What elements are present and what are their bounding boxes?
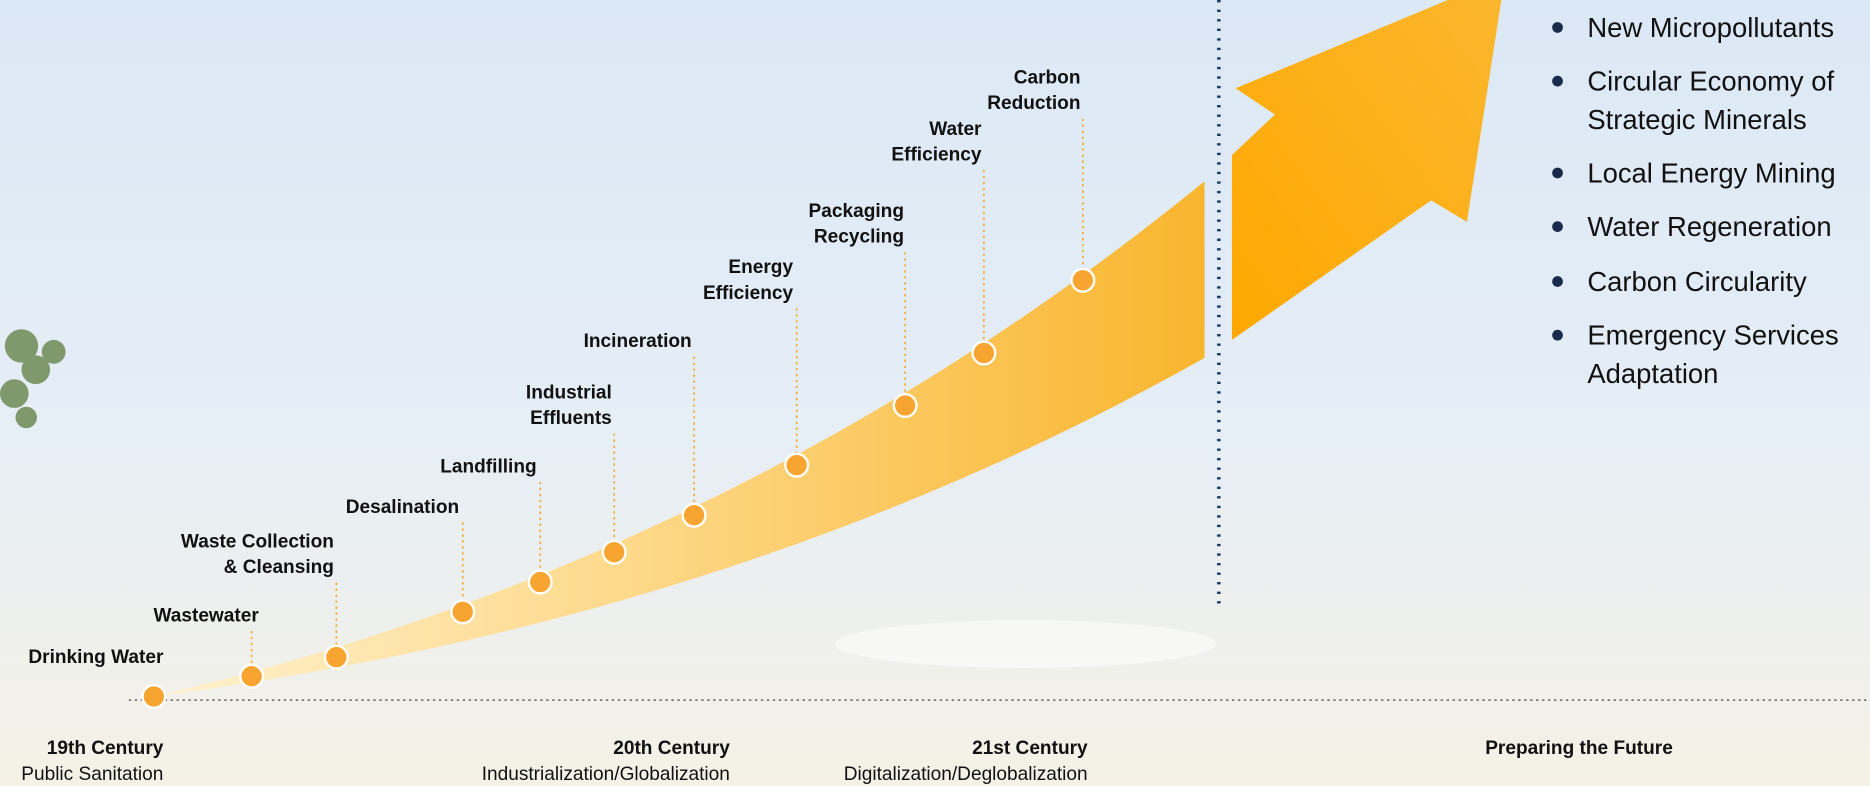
milestone-dot [323, 644, 349, 670]
bullet [1552, 276, 1563, 287]
future-item: New Micropollutants [1587, 12, 1834, 43]
era-subtitle: Industrialization/Globalization [482, 764, 730, 785]
future-item: Water Regeneration [1587, 211, 1831, 242]
milestone-label: Water [929, 119, 982, 140]
era-title: 21st Century [972, 738, 1088, 759]
milestone-label: Efficiency [891, 144, 982, 165]
milestone-dot [601, 539, 627, 565]
milestone-label: Reduction [987, 93, 1080, 114]
milestone-label: Drinking Water [28, 647, 164, 668]
milestone-dot [892, 393, 918, 419]
milestone-label: Effluents [530, 408, 612, 429]
milestone-label: Landfilling [440, 456, 536, 477]
milestone-label: Efficiency [703, 283, 794, 304]
growth-band [153, 181, 1205, 697]
future-item: Emergency Services [1587, 320, 1838, 351]
milestone-dot [450, 599, 476, 625]
milestone-dot [141, 683, 167, 710]
milestone-label: Desalination [346, 497, 459, 518]
milestone-dot [784, 452, 810, 478]
future-item: Strategic Minerals [1587, 104, 1806, 135]
era-title: 19th Century [47, 738, 164, 759]
bullet [1552, 167, 1563, 179]
milestone-dot [681, 502, 707, 528]
milestone-label: Industrial [526, 382, 612, 403]
milestone-dot [1070, 267, 1096, 293]
milestone-label: Incineration [584, 331, 692, 352]
milestone-label: Carbon [1014, 68, 1081, 89]
era-subtitle: Digitalization/Deglobalization [844, 764, 1088, 785]
future-item: Circular Economy of [1587, 66, 1834, 97]
milestone-dot [527, 569, 553, 595]
milestone-label: Waste Collection [181, 531, 334, 552]
milestone-dot [971, 340, 997, 366]
era-subtitle: Public Sanitation [21, 764, 163, 785]
future-item: Local Energy Mining [1587, 158, 1835, 189]
milestone-dot [239, 663, 265, 689]
milestone-label: Recycling [814, 227, 904, 248]
bullet [1552, 221, 1563, 232]
milestone-label: Packaging [809, 201, 904, 222]
era-title: Preparing the Future [1485, 738, 1673, 759]
bullet [1552, 329, 1563, 341]
tree [0, 329, 66, 429]
cloud [834, 620, 1217, 668]
bullet [1552, 22, 1563, 33]
era-title: 20th Century [613, 738, 730, 759]
future-item: Adaptation [1587, 358, 1718, 389]
milestone-label: Wastewater [153, 605, 259, 626]
labels: Drinking Water Wastewater Waste Collection… [21, 12, 1838, 785]
bullet [1552, 75, 1563, 87]
future-arrow [1231, 0, 1502, 340]
future-item: Carbon Circularity [1587, 266, 1807, 297]
milestone-label: & Cleansing [224, 557, 334, 578]
milestone-label: Energy [728, 257, 793, 278]
